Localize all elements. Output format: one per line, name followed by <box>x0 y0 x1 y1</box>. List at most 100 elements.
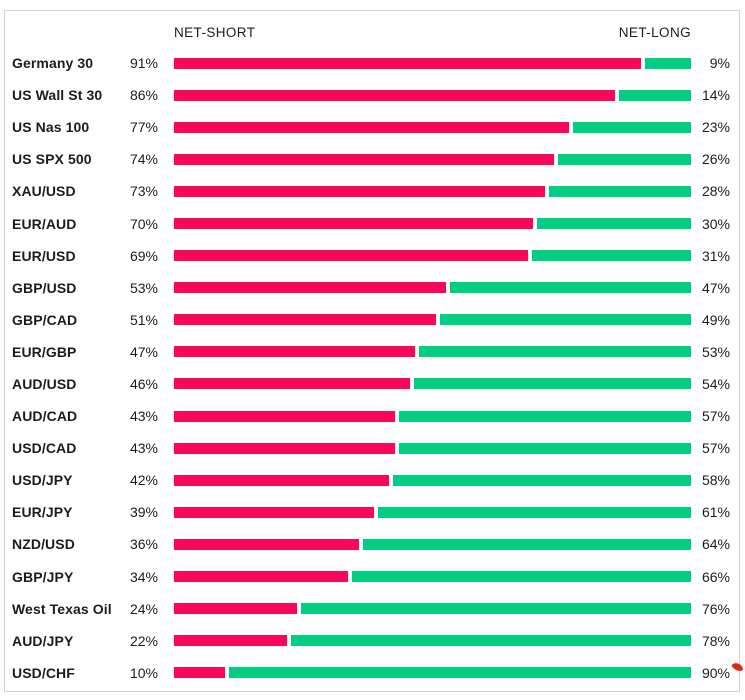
long-bar <box>548 185 691 197</box>
long-bar <box>419 346 691 358</box>
short-bar <box>174 474 390 486</box>
net-long-header: NET-LONG <box>618 25 691 40</box>
table-row: USD/CAD 43% 57% <box>5 432 739 464</box>
short-percent: 10% <box>129 664 158 681</box>
long-bar <box>644 57 691 69</box>
instrument-label: USD/CHF <box>12 664 75 681</box>
instrument-label: EUR/JPY <box>12 504 73 521</box>
short-percent: 43% <box>129 440 158 457</box>
short-percent: 91% <box>129 55 158 72</box>
instrument-label: EUR/GBP <box>12 343 77 360</box>
long-bar <box>352 571 691 583</box>
short-percent: 24% <box>129 600 158 617</box>
table-row: GBP/CAD 51% 49% <box>5 304 739 336</box>
instrument-label: US Wall St 30 <box>12 87 103 104</box>
table-row: US SPX 500 74% 26% <box>5 143 739 175</box>
short-percent: 36% <box>129 536 158 553</box>
instrument-label: AUD/USD <box>12 375 77 392</box>
long-percent: 78% <box>701 632 730 649</box>
instrument-label: GBP/CAD <box>12 311 78 328</box>
instrument-label: USD/CAD <box>12 440 77 457</box>
sentiment-bar <box>174 218 691 230</box>
table-row: EUR/GBP 47% 53% <box>5 336 739 368</box>
long-bar <box>439 314 691 326</box>
sentiment-bar <box>174 635 691 647</box>
long-percent: 14% <box>701 87 730 104</box>
net-short-header: NET-SHORT <box>174 25 256 40</box>
sentiment-bar <box>174 571 691 583</box>
long-bar <box>398 410 691 422</box>
sentiment-bar <box>174 442 691 454</box>
instrument-label: GBP/JPY <box>12 568 74 585</box>
long-bar <box>301 603 691 615</box>
table-row: EUR/AUD 70% 30% <box>5 207 739 239</box>
sentiment-bar <box>174 250 691 262</box>
short-percent: 34% <box>129 568 158 585</box>
short-bar <box>174 121 570 133</box>
short-percent: 47% <box>129 343 158 360</box>
table-row: Germany 30 91% 9% <box>5 47 739 79</box>
short-bar <box>174 603 298 615</box>
sentiment-bar <box>174 346 691 358</box>
table-row: XAU/USD 73% 28% <box>5 175 739 207</box>
long-bar <box>229 667 691 679</box>
short-percent: 22% <box>129 632 158 649</box>
long-percent: 47% <box>701 279 730 296</box>
table-row: USD/CHF 10% 90% <box>5 657 739 689</box>
long-percent: 58% <box>701 472 730 489</box>
long-percent: 64% <box>701 536 730 553</box>
table-row: GBP/USD 53% 47% <box>5 272 739 304</box>
long-bar <box>449 282 691 294</box>
short-bar <box>174 250 528 262</box>
instrument-label: USD/JPY <box>12 472 73 489</box>
short-percent: 46% <box>129 375 158 392</box>
sentiment-bar <box>174 378 691 390</box>
long-percent: 57% <box>701 408 730 425</box>
instrument-label: EUR/AUD <box>12 215 77 232</box>
instrument-label: XAU/USD <box>12 183 76 200</box>
long-percent: 9% <box>709 55 730 72</box>
short-percent: 74% <box>129 151 158 168</box>
short-bar <box>174 635 287 647</box>
sentiment-bar <box>174 538 691 550</box>
short-bar <box>174 506 375 518</box>
sentiment-bar <box>174 153 691 165</box>
short-bar <box>174 346 416 358</box>
sentiment-bar <box>174 121 691 133</box>
long-bar <box>619 89 691 101</box>
long-bar <box>531 250 691 262</box>
short-percent: 51% <box>129 311 158 328</box>
long-bar <box>290 635 691 647</box>
short-percent: 69% <box>129 247 158 264</box>
short-bar <box>174 571 349 583</box>
sentiment-panel: NET-SHORT NET-LONG Germany 30 91% 9% US … <box>4 10 740 692</box>
sentiment-bar <box>174 185 691 197</box>
long-bar <box>398 442 691 454</box>
long-bar <box>573 121 691 133</box>
long-percent: 26% <box>701 151 730 168</box>
long-bar <box>413 378 691 390</box>
short-percent: 77% <box>129 119 158 136</box>
short-percent: 53% <box>129 279 158 296</box>
table-row: EUR/JPY 39% 61% <box>5 496 739 528</box>
sentiment-bar <box>174 667 691 679</box>
instrument-label: US SPX 500 <box>12 151 92 168</box>
long-percent: 90% <box>701 664 730 681</box>
sentiment-bar <box>174 89 691 101</box>
short-percent: 43% <box>129 408 158 425</box>
sentiment-bar <box>174 474 691 486</box>
sentiment-bar <box>174 282 691 294</box>
short-bar <box>174 185 545 197</box>
long-bar <box>537 218 691 230</box>
long-percent: 53% <box>701 343 730 360</box>
sentiment-bar <box>174 57 691 69</box>
short-percent: 86% <box>129 87 158 104</box>
table-row: GBP/JPY 34% 66% <box>5 561 739 593</box>
long-percent: 49% <box>701 311 730 328</box>
short-bar <box>174 57 641 69</box>
table-row: US Nas 100 77% 23% <box>5 111 739 143</box>
long-bar <box>378 506 691 518</box>
short-percent: 42% <box>129 472 158 489</box>
instrument-label: AUD/JPY <box>12 632 74 649</box>
short-bar <box>174 538 359 550</box>
